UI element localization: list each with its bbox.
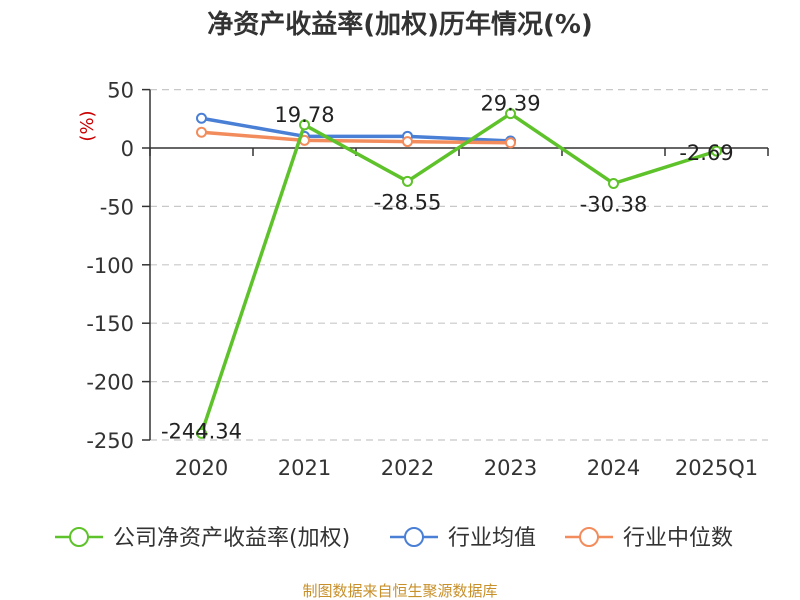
legend-label: 公司净资产收益率(加权): [113, 526, 350, 551]
source-note: 制图数据来自恒生聚源数据库: [302, 582, 497, 600]
data-point: [196, 427, 207, 439]
legend: 公司净资产收益率(加权) 行业均值 行业中位数: [55, 526, 733, 551]
series-line: [199, 111, 718, 434]
x-tick-label: 2022: [381, 456, 434, 480]
legend-item: 行业均值: [390, 526, 536, 551]
grid-lines: [150, 88, 768, 441]
y-tick-label: -250: [86, 429, 134, 453]
y-tick-label: -150: [86, 312, 134, 336]
data-point: [608, 177, 619, 189]
y-tick-label: -100: [86, 254, 134, 278]
y-axis-unit-label: (%): [77, 110, 98, 141]
y-tick-label: -200: [86, 371, 134, 395]
y-tick-label: 50: [107, 79, 134, 103]
data-point: [505, 137, 516, 149]
data-point: [505, 108, 516, 120]
legend-item: 行业中位数: [565, 526, 733, 551]
legend-label: 行业均值: [448, 526, 536, 551]
series-line: [201, 116, 511, 143]
data-label: -244.34: [161, 419, 242, 443]
data-point: [196, 112, 207, 124]
data-labels: -244.34 19.78 -28.55 29.39 -30.38 -2.69: [161, 92, 734, 444]
data-label: -30.38: [580, 192, 648, 216]
series-lines: [196, 108, 722, 439]
y-tick-label: 0: [121, 137, 134, 161]
chart-title: 净资产收益率(加权)历年情况(%): [207, 9, 593, 40]
x-tick-label: 2023: [484, 456, 537, 480]
data-point: [196, 126, 207, 138]
series-line: [201, 130, 511, 145]
data-point: [711, 145, 722, 157]
legend-item: 公司净资产收益率(加权): [55, 526, 350, 551]
legend-label: 行业中位数: [623, 526, 733, 551]
legend-marker-icon: [404, 527, 424, 547]
x-tick-label: 2025Q1: [675, 456, 758, 480]
data-label: 29.39: [480, 92, 540, 116]
data-point: [402, 136, 413, 148]
data-label: 19.78: [274, 103, 334, 127]
data-label: -28.55: [374, 190, 442, 214]
x-tick-label: 2024: [587, 456, 640, 480]
legend-marker-icon: [579, 527, 599, 547]
data-label: -2.69: [679, 141, 733, 165]
data-point: [402, 175, 413, 187]
legend-marker-icon: [69, 527, 89, 547]
axes: 50 0 -50 -100 -150 -200 -250 2020 2021 2022 2023 20…: [86, 79, 769, 480]
x-tick-label: 2020: [175, 456, 228, 480]
x-tick-label: 2021: [278, 456, 331, 480]
data-point: [299, 119, 310, 131]
y-tick-label: -50: [100, 195, 134, 219]
